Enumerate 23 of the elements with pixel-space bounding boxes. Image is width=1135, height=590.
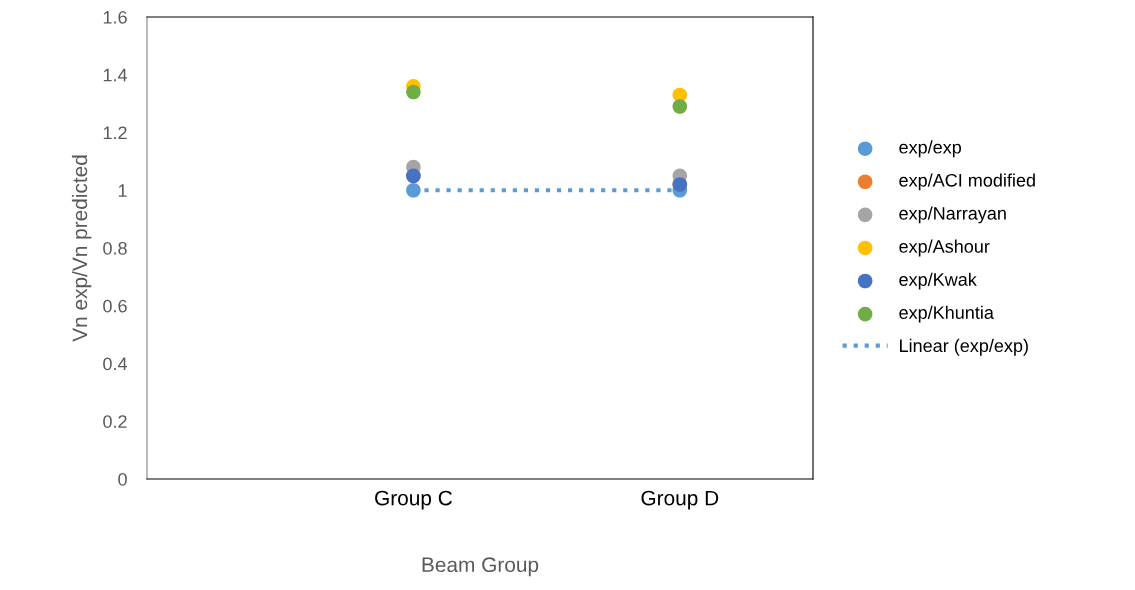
x-tick-label: Group C bbox=[375, 490, 452, 510]
legend-label: Linear (exp/exp) bbox=[900, 338, 1028, 356]
y-axis-title: Vn exp/Vn predicted bbox=[71, 155, 92, 342]
y-tick-label: 1.4 bbox=[103, 68, 128, 82]
legend-label: exp/Khuntia bbox=[899, 305, 994, 323]
point bbox=[672, 99, 688, 114]
legend-label: exp/Kwak bbox=[899, 272, 977, 290]
x-tick-label: Group D bbox=[641, 490, 719, 510]
y-tick-label: 1.2 bbox=[103, 126, 127, 140]
legend-label: exp/ACI modified bbox=[899, 173, 1035, 191]
y-tick-label: 0.4 bbox=[103, 357, 128, 371]
x-axis-title: Beam Group bbox=[422, 557, 539, 577]
legend-label: exp/Narrayan bbox=[899, 206, 1006, 224]
y-tick-label: 0.8 bbox=[103, 241, 127, 255]
y-tick-label: 0.6 bbox=[103, 299, 127, 313]
point bbox=[406, 84, 421, 100]
point bbox=[406, 182, 421, 198]
legend-label: exp/exp bbox=[899, 140, 962, 158]
y-tick-label: 0.2 bbox=[103, 415, 127, 428]
y-tick-label: 0 bbox=[118, 472, 127, 486]
y-tick-label: 1 bbox=[118, 184, 127, 197]
y-tick-label: 1.6 bbox=[103, 10, 127, 24]
legend-label: exp/Ashour bbox=[899, 239, 990, 257]
